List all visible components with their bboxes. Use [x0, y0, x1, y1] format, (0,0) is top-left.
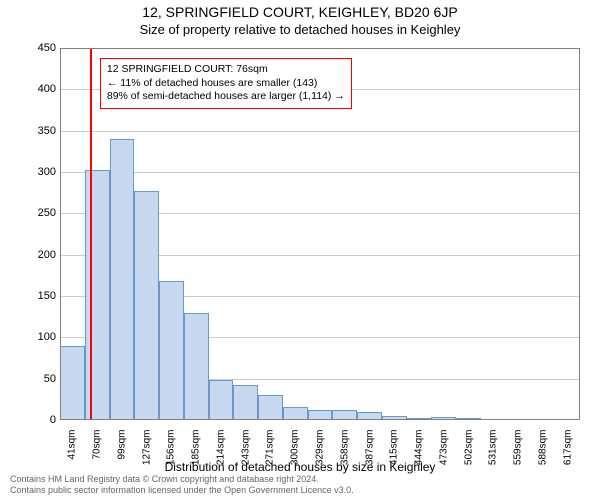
histogram-bar	[134, 191, 159, 420]
x-tick-label: 617sqm	[562, 430, 573, 470]
histogram-bar	[159, 281, 184, 420]
histogram-bar	[184, 313, 209, 420]
footer-line: Contains HM Land Registry data © Crown c…	[10, 474, 590, 485]
x-tick-label: 415sqm	[389, 430, 400, 470]
annotation-box: 12 SPRINGFIELD COURT: 76sqm← 11% of deta…	[100, 58, 352, 109]
x-tick-label: 99sqm	[116, 430, 127, 470]
y-tick-label: 0	[16, 414, 56, 426]
x-tick-label: 387sqm	[364, 430, 375, 470]
y-tick-label: 150	[16, 290, 56, 302]
x-tick-label: 127sqm	[141, 430, 152, 470]
footer-line: Contains public sector information licen…	[10, 485, 590, 496]
x-tick-label: 185sqm	[191, 430, 202, 470]
histogram-bar	[110, 139, 135, 420]
x-tick-label: 588sqm	[537, 430, 548, 470]
x-tick-label: 531sqm	[488, 430, 499, 470]
histogram-bar	[209, 380, 234, 420]
x-tick-label: 214sqm	[215, 430, 226, 470]
histogram-bar	[258, 395, 283, 420]
y-tick-label: 100	[16, 331, 56, 343]
y-tick-label: 450	[16, 42, 56, 54]
y-tick-label: 350	[16, 125, 56, 137]
x-tick-label: 473sqm	[438, 430, 449, 470]
histogram-bar	[382, 416, 407, 420]
y-tick-label: 200	[16, 249, 56, 261]
x-tick-label: 156sqm	[166, 430, 177, 470]
annotation-line: ← 11% of detached houses are smaller (14…	[107, 77, 345, 91]
y-tick-label: 50	[16, 373, 56, 385]
histogram-bar	[407, 418, 432, 420]
y-tick-label: 300	[16, 166, 56, 178]
x-tick-label: 271sqm	[265, 430, 276, 470]
histogram-bar	[308, 410, 333, 420]
histogram-bar	[357, 412, 382, 420]
gridline	[60, 172, 580, 173]
x-tick-label: 70sqm	[92, 430, 103, 470]
histogram-bar	[85, 170, 110, 420]
annotation-line: 12 SPRINGFIELD COURT: 76sqm	[107, 63, 345, 77]
annotation-line: 89% of semi-detached houses are larger (…	[107, 90, 345, 104]
x-tick-label: 41sqm	[67, 430, 78, 470]
x-tick-label: 358sqm	[339, 430, 350, 470]
gridline	[60, 131, 580, 132]
histogram-bar	[283, 407, 308, 420]
x-tick-label: 329sqm	[315, 430, 326, 470]
y-tick-label: 250	[16, 207, 56, 219]
histogram-bar	[431, 417, 456, 420]
histogram-bar	[456, 418, 481, 420]
histogram-bar	[60, 346, 85, 420]
footer-attribution: Contains HM Land Registry data © Crown c…	[10, 474, 590, 496]
x-tick-label: 300sqm	[290, 430, 301, 470]
x-tick-label: 243sqm	[240, 430, 251, 470]
chart-subtitle: Size of property relative to detached ho…	[0, 22, 600, 37]
x-tick-label: 444sqm	[414, 430, 425, 470]
x-tick-label: 559sqm	[513, 430, 524, 470]
y-tick-label: 400	[16, 83, 56, 95]
x-tick-label: 502sqm	[463, 430, 474, 470]
histogram-bar	[233, 385, 258, 420]
histogram-bar	[332, 410, 357, 420]
chart-title: 12, SPRINGFIELD COURT, KEIGHLEY, BD20 6J…	[0, 4, 600, 20]
marker-line	[90, 48, 92, 420]
